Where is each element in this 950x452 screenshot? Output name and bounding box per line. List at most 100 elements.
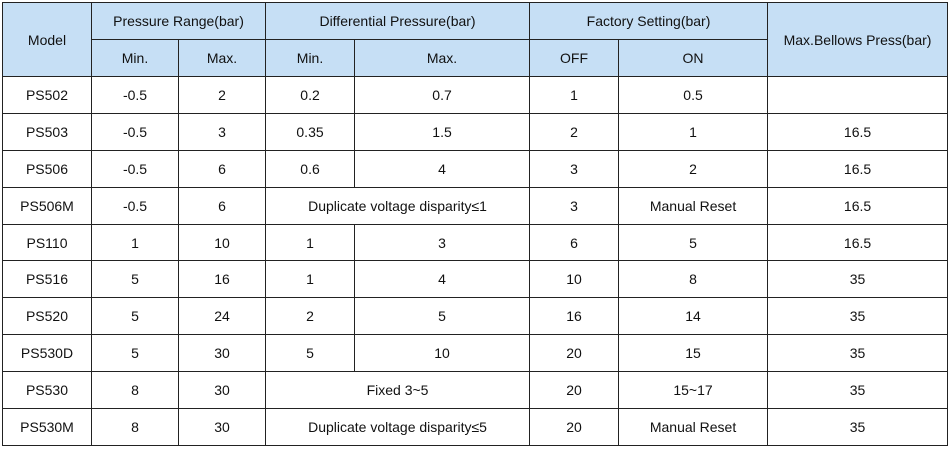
cell-pressure-min: -0.5 — [91, 112, 179, 151]
cell-model: PS502 — [2, 76, 92, 114]
header-off: OFF — [529, 39, 620, 77]
table-row: PS530 8 30 Fixed 3~5 20 15~17 35 — [2, 371, 949, 410]
header-pressure-range: Pressure Range(bar) — [90, 2, 267, 40]
cell-model: PS506M — [2, 186, 92, 225]
cell-pressure-max: 30 — [177, 371, 267, 410]
cell-bellows: 16.5 — [767, 223, 949, 262]
table-row: PS520 5 24 2 5 16 14 35 — [2, 297, 949, 336]
cell-diff-max: 4 — [354, 149, 531, 188]
cell-off: 2 — [529, 112, 620, 151]
cell-diff-merged: Duplicate voltage disparity≤1 — [265, 186, 531, 225]
cell-bellows: 35 — [767, 408, 949, 446]
cell-pressure-max: 24 — [177, 297, 267, 336]
cell-on: Manual Reset — [618, 408, 769, 446]
cell-model: PS110 — [2, 223, 92, 262]
cell-pressure-max: 6 — [177, 149, 267, 188]
cell-off: 16 — [529, 297, 620, 336]
cell-pressure-max: 3 — [177, 112, 267, 151]
cell-off: 20 — [529, 371, 620, 410]
cell-pressure-min: 5 — [91, 334, 179, 373]
cell-on: 5 — [618, 223, 769, 262]
table-row: PS110 1 10 1 3 6 5 16.5 — [2, 223, 949, 262]
cell-off: 3 — [529, 149, 620, 188]
cell-pressure-min: -0.5 — [91, 149, 179, 188]
cell-bellows: 35 — [767, 297, 949, 336]
cell-diff-merged: Fixed 3~5 — [265, 371, 531, 410]
spec-table: Model Pressure Range(bar) Differential P… — [2, 2, 949, 446]
cell-model: PS520 — [2, 297, 92, 336]
cell-pressure-max: 2 — [177, 76, 267, 114]
cell-bellows: 16.5 — [767, 149, 949, 188]
cell-model: PS530D — [2, 334, 92, 373]
cell-model: PS506 — [2, 149, 92, 188]
cell-bellows: 16.5 — [767, 112, 949, 151]
cell-diff-max: 3 — [354, 223, 531, 262]
cell-pressure-min: 1 — [91, 223, 179, 262]
cell-diff-min: 1 — [265, 223, 356, 262]
table-row: PS503 -0.5 3 0.35 1.5 2 1 16.5 — [2, 112, 949, 151]
cell-pressure-min: -0.5 — [91, 76, 179, 114]
header-max-bellows: Max.Bellows Press(bar) — [767, 2, 949, 77]
cell-diff-min: 0.35 — [265, 112, 356, 151]
cell-model: PS530 — [2, 371, 92, 410]
cell-off: 10 — [529, 260, 620, 299]
cell-model: PS530M — [2, 408, 92, 446]
cell-off: 3 — [529, 186, 620, 225]
cell-diff-merged: Duplicate voltage disparity≤5 — [265, 408, 531, 446]
cell-on: 2 — [618, 149, 769, 188]
cell-pressure-min: -0.5 — [91, 186, 179, 225]
cell-model: PS503 — [2, 112, 92, 151]
header-diff-max: Max. — [354, 39, 531, 77]
cell-diff-max: 1.5 — [354, 112, 531, 151]
cell-bellows: 35 — [767, 371, 949, 410]
cell-on: 8 — [618, 260, 769, 299]
cell-pressure-max: 10 — [177, 223, 267, 262]
table-row: PS530M 8 30 Duplicate voltage disparity≤… — [2, 408, 949, 446]
cell-bellows — [767, 76, 949, 114]
cell-bellows: 35 — [767, 334, 949, 373]
cell-pressure-max: 30 — [177, 334, 267, 373]
cell-off: 20 — [529, 334, 620, 373]
cell-on: 15~17 — [618, 371, 769, 410]
cell-off: 20 — [529, 408, 620, 446]
cell-on: 15 — [618, 334, 769, 373]
header-pressure-max: Max. — [177, 39, 267, 77]
cell-on: Manual Reset — [618, 186, 769, 225]
table-row: PS516 5 16 1 4 10 8 35 — [2, 260, 949, 299]
cell-on: 0.5 — [618, 76, 769, 114]
cell-diff-max: 10 — [354, 334, 531, 373]
cell-bellows: 16.5 — [767, 186, 949, 225]
header-factory-setting: Factory Setting(bar) — [529, 2, 769, 40]
table-row: PS506M -0.5 6 Duplicate voltage disparit… — [2, 186, 949, 225]
table-header: Model Pressure Range(bar) Differential P… — [2, 2, 949, 77]
cell-off: 1 — [529, 76, 620, 114]
cell-pressure-max: 6 — [177, 186, 267, 225]
cell-pressure-min: 5 — [91, 297, 179, 336]
header-model: Model — [2, 2, 92, 77]
cell-bellows: 35 — [767, 260, 949, 299]
cell-diff-max: 5 — [354, 297, 531, 336]
header-pressure-min: Min. — [91, 39, 179, 77]
cell-on: 1 — [618, 112, 769, 151]
table-body: PS502 -0.5 2 0.2 0.7 1 0.5 PS503 -0.5 3 … — [2, 76, 949, 446]
cell-pressure-min: 8 — [91, 371, 179, 410]
cell-diff-max: 0.7 — [354, 76, 531, 114]
table-row: PS502 -0.5 2 0.2 0.7 1 0.5 — [2, 76, 949, 114]
table-row: PS506 -0.5 6 0.6 4 3 2 16.5 — [2, 149, 949, 188]
cell-diff-min: 5 — [265, 334, 356, 373]
cell-pressure-min: 8 — [91, 408, 179, 446]
header-on: ON — [618, 39, 769, 77]
cell-on: 14 — [618, 297, 769, 336]
header-differential-pressure: Differential Pressure(bar) — [265, 2, 531, 40]
table-row: PS530D 5 30 5 10 20 15 35 — [2, 334, 949, 373]
cell-model: PS516 — [2, 260, 92, 299]
cell-pressure-min: 5 — [91, 260, 179, 299]
cell-pressure-max: 30 — [177, 408, 267, 446]
cell-diff-min: 0.2 — [265, 76, 356, 114]
cell-diff-max: 4 — [354, 260, 531, 299]
header-diff-min: Min. — [265, 39, 356, 77]
cell-diff-min: 0.6 — [265, 149, 356, 188]
cell-off: 6 — [529, 223, 620, 262]
cell-diff-min: 2 — [265, 297, 356, 336]
cell-pressure-max: 16 — [177, 260, 267, 299]
